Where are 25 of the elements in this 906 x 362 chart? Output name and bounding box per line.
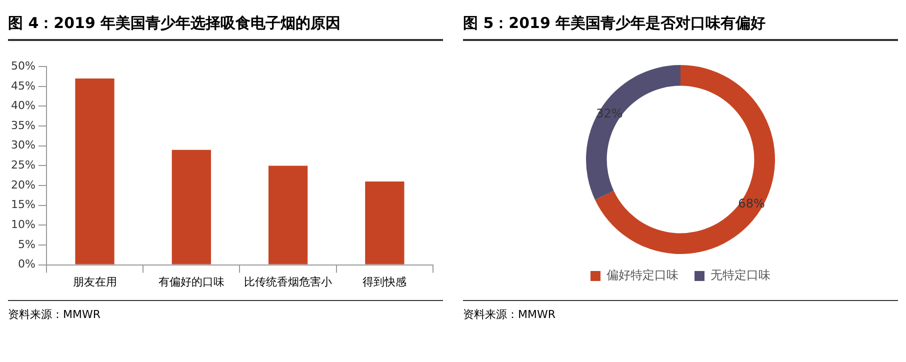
x-tick-label: 得到快感 bbox=[362, 275, 407, 288]
legend-label: 偏好特定口味 bbox=[606, 268, 678, 282]
y-tick-label: 0% bbox=[18, 258, 36, 271]
x-tick-label: 有偏好的口味 bbox=[158, 275, 224, 288]
x-tick-label: 朋友在用 bbox=[72, 275, 117, 288]
bar bbox=[268, 166, 308, 264]
bar bbox=[75, 78, 114, 264]
y-tick-label: 50% bbox=[10, 59, 36, 72]
y-tick-label: 45% bbox=[10, 79, 36, 92]
text: 资料来源：MMWR bbox=[463, 307, 557, 322]
chart-title: 图 5：2019 年美国青少年是否对口味有偏好 bbox=[463, 8, 898, 41]
y-tick-label: 40% bbox=[10, 99, 36, 112]
y-tick-label: 15% bbox=[10, 198, 36, 212]
y-tick-label: 35% bbox=[10, 118, 36, 132]
y-tick-label: 20% bbox=[10, 178, 36, 192]
y-tick-label: 5% bbox=[18, 238, 36, 251]
text: 资料来源：MMWR bbox=[8, 307, 102, 322]
legend-label: 无特定口味 bbox=[710, 268, 770, 282]
x-tick-label: 比传统香烟危害小 bbox=[244, 275, 332, 288]
y-tick-label: 30% bbox=[10, 138, 36, 152]
chart-title: 图 4：2019 年美国青少年选择吸食电子烟的原因 bbox=[8, 8, 443, 41]
bar bbox=[365, 182, 404, 264]
y-tick-label: 25% bbox=[10, 158, 36, 172]
bar bbox=[172, 150, 211, 264]
y-tick-label: 10% bbox=[10, 218, 36, 232]
